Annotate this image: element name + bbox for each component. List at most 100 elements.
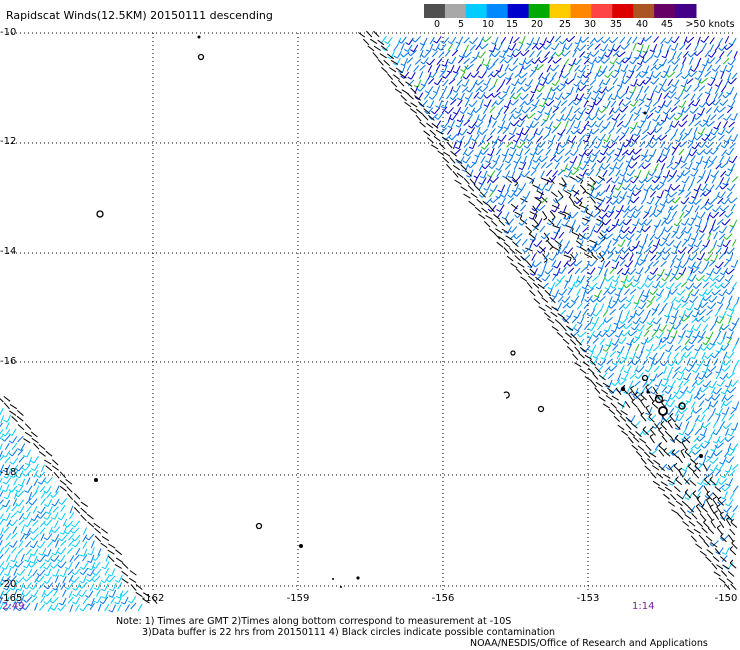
wind-barb [728, 37, 737, 46]
wind-barb [732, 485, 739, 493]
wind-barb [680, 79, 688, 88]
wind-barb [666, 324, 675, 332]
wind-barb [601, 245, 610, 254]
wind-barb [531, 204, 541, 212]
wind-barb [577, 232, 586, 241]
wind-barb [69, 512, 75, 520]
wind-barb [479, 36, 485, 45]
wind-barb [108, 604, 117, 613]
wind-barb [0, 582, 5, 588]
wind-barb [571, 316, 578, 324]
wind-barb [23, 449, 31, 458]
wind-barb [609, 198, 619, 205]
wind-barb [501, 211, 510, 220]
wind-barb [683, 84, 692, 93]
wind-barb [718, 37, 724, 45]
wind-barb [516, 127, 524, 136]
wind-barb [581, 219, 591, 226]
wind-barb [704, 476, 711, 486]
wind-barb [612, 239, 619, 247]
wind-barb [660, 359, 670, 367]
wind-barb [43, 548, 52, 557]
wind-barb [632, 36, 638, 44]
wind-barb [39, 485, 46, 493]
wind-barb [504, 64, 510, 72]
wind-barb [82, 534, 88, 542]
wind-barb [701, 422, 711, 429]
wind-barb [722, 400, 732, 407]
wind-barb [514, 71, 522, 78]
wind-barb [573, 44, 580, 52]
wind-barb [60, 539, 67, 547]
wind-barb [653, 50, 662, 59]
wind-barb [645, 343, 654, 352]
wind-barb [90, 540, 95, 549]
wind-barb [633, 296, 641, 305]
legend-label: 25 [558, 19, 572, 30]
wind-barb [698, 77, 708, 84]
wind-barb [672, 371, 678, 379]
wind-barb [716, 414, 721, 422]
wind-barb [521, 106, 531, 114]
wind-barb [100, 583, 109, 592]
wind-barb [114, 596, 123, 605]
wind-barb [29, 582, 38, 590]
wind-barb [490, 220, 498, 227]
wind-barb [59, 569, 68, 578]
wind-barb [586, 337, 592, 345]
legend-swatch [591, 4, 613, 18]
wind-barb [608, 408, 616, 415]
wind-barb [505, 235, 513, 241]
wind-barb [110, 596, 116, 604]
wind-barb [512, 50, 522, 58]
wind-barb [537, 106, 546, 114]
wind-barb [705, 120, 715, 127]
wind-barb [529, 70, 536, 78]
wind-barb [618, 134, 626, 142]
wind-barb [719, 556, 727, 562]
wind-barb [122, 562, 129, 569]
wind-barb [43, 519, 53, 526]
wind-barb [57, 561, 67, 569]
wind-barb [601, 389, 609, 395]
wind-barb [688, 100, 695, 107]
wind-barb [720, 85, 727, 93]
wind-barb [609, 308, 616, 316]
wind-barb [638, 240, 647, 248]
wind-barb [436, 58, 443, 66]
legend-swatch [528, 4, 551, 18]
wind-barb [488, 190, 495, 198]
wind-barb [537, 218, 543, 226]
wind-barb [645, 170, 650, 179]
wind-barb [24, 431, 33, 438]
wind-barb [601, 37, 611, 44]
wind-barb [704, 471, 715, 478]
wind-barb [551, 42, 560, 51]
wind-barb [490, 70, 500, 78]
wind-barb [497, 184, 506, 193]
wind-barb [480, 155, 486, 164]
wind-barb [705, 100, 716, 107]
wind-barb [694, 218, 703, 227]
wind-barb [108, 589, 117, 598]
wind-barb [710, 386, 716, 395]
wind-barb [497, 127, 504, 134]
wind-barb [687, 141, 694, 149]
wind-barb [598, 330, 608, 338]
wind-barb [568, 105, 574, 114]
wind-barb [574, 176, 585, 183]
wind-barb [677, 456, 683, 464]
wind-barb [367, 45, 375, 52]
wind-barb [673, 114, 683, 121]
wind-barb [546, 217, 555, 226]
wind-barb [680, 315, 690, 322]
wind-barb [609, 57, 619, 65]
wind-barb [456, 79, 463, 86]
wind-barb [628, 162, 638, 169]
wind-barb [447, 43, 454, 51]
wind-barb [540, 119, 547, 127]
wind-barb [698, 170, 706, 179]
lon-label: -165 [0, 593, 23, 604]
wind-barb [725, 247, 735, 255]
wind-barb [640, 457, 647, 465]
